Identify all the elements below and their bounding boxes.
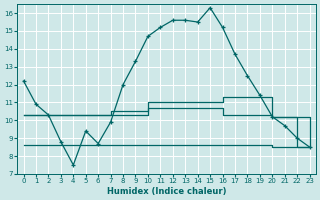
X-axis label: Humidex (Indice chaleur): Humidex (Indice chaleur) (107, 187, 226, 196)
